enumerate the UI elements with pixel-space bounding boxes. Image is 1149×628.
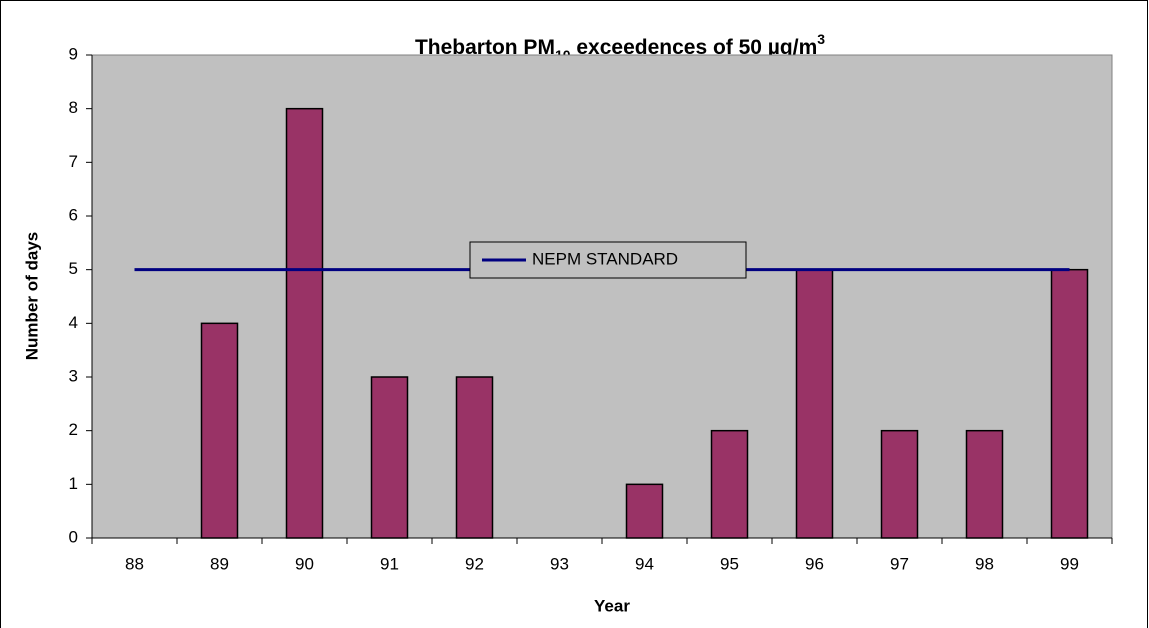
x-tick-label: 91 — [380, 554, 399, 573]
x-tick-label: 99 — [1060, 554, 1079, 573]
title-part: Thebarton PM — [415, 36, 555, 59]
plot-area — [91, 54, 1113, 539]
y-tick-label: 8 — [69, 98, 78, 117]
y-tick-label: 0 — [69, 527, 78, 546]
y-tick-label: 5 — [69, 259, 78, 278]
x-tick-label: 88 — [125, 554, 144, 573]
y-tick-label: 7 — [69, 152, 78, 171]
bar — [965, 429, 1004, 539]
y-tick-label: 3 — [69, 366, 78, 385]
x-tick-label: 93 — [550, 554, 569, 573]
x-tick-label: 89 — [210, 554, 229, 573]
x-tick-label: 95 — [720, 554, 739, 573]
chart-title: Thebarton PM10 exceedences of 50 µg/m3 — [415, 31, 825, 63]
bar — [795, 268, 834, 539]
y-tick-label: 2 — [69, 420, 78, 439]
legend-label: NEPM STANDARD — [532, 249, 678, 268]
x-tick-label: 92 — [465, 554, 484, 573]
y-tick-label: 4 — [69, 313, 78, 332]
bar — [370, 376, 409, 539]
bar — [880, 429, 919, 539]
bar — [1050, 268, 1089, 539]
x-tick-label: 94 — [635, 554, 654, 573]
y-tick-label: 9 — [69, 44, 78, 63]
title-part: exceedences of 50 µg/m — [571, 36, 818, 59]
bar — [285, 107, 324, 539]
x-tick-label: 97 — [890, 554, 909, 573]
bar — [455, 376, 494, 539]
y-tick-label: 6 — [69, 205, 78, 224]
bar — [625, 483, 664, 539]
title-part: 3 — [817, 31, 825, 47]
y-axis-title: Number of days — [22, 232, 41, 360]
x-tick-label: 90 — [295, 554, 314, 573]
x-tick-label: 96 — [805, 554, 824, 573]
x-tick-label: 98 — [975, 554, 994, 573]
y-tick-label: 1 — [69, 474, 78, 493]
x-axis-title: Year — [594, 596, 630, 615]
bar — [200, 322, 239, 539]
legend-box — [469, 241, 747, 279]
bar — [710, 429, 749, 539]
